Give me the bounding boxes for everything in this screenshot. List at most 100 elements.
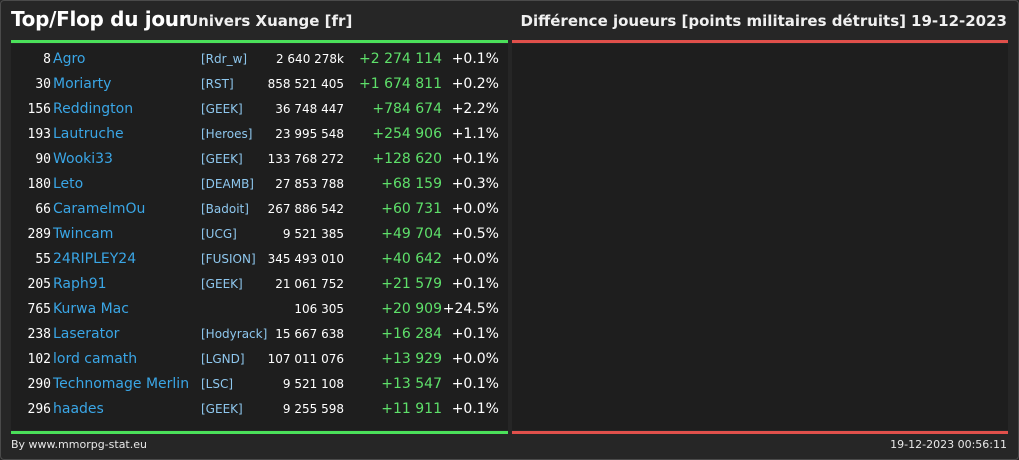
player-name-link[interactable]: Wooki33 [53,151,113,167]
alliance-link[interactable]: [UCG] [201,227,237,241]
player-rank: 180 [27,177,51,192]
player-rank: 156 [27,102,51,117]
alliance-link[interactable]: [LSC] [201,377,234,391]
player-row: 296 haades [GEEK] 9 255 598 +11 911 +0.1% [11,397,508,422]
percent-change: +0.3% [451,176,499,192]
percent-change: +0.0% [451,351,499,367]
player-rank: 8 [43,52,51,67]
player-points: 345 493 010 [267,252,344,266]
points-difference: +1 674 811 [359,76,442,92]
player-name-link[interactable]: Agro [53,51,86,67]
player-row: 90 Wooki33 [GEEK] 133 768 272 +128 620 +0.1% [11,147,508,172]
percent-change: +0.0% [451,201,499,217]
player-rank: 238 [27,327,51,342]
player-rank: 55 [35,252,51,267]
points-difference: +20 909 [381,301,442,317]
player-row: 205 Raph91 [GEEK] 21 061 752 +21 579 +0.1% [11,272,508,297]
player-row: 55 24RIPLEY24 [FUSION] 345 493 010 +40 642 +0… [11,247,508,272]
percent-change: +1.1% [451,126,499,142]
player-rank: 90 [35,152,51,167]
player-points: 9 521 108 [282,377,344,391]
points-difference: +40 642 [381,251,442,267]
percent-change: +0.2% [451,76,499,92]
player-row: 193 Lautruche [Heroes] 23 995 548 +254 906 +1… [11,122,508,147]
alliance-link[interactable]: [GEEK] [201,402,243,416]
player-name-link[interactable]: Laserator [53,326,120,342]
alliance-link[interactable]: [LGND] [201,352,245,366]
site-credit[interactable]: By www.mmorpg-stat.eu [11,438,147,451]
player-points: 36 748 447 [275,102,344,116]
player-name-link[interactable]: Kurwa Mac [53,301,129,317]
alliance-link[interactable]: [Hodyrack] [201,327,268,341]
player-rank: 289 [27,227,51,242]
alliance-link[interactable]: [Rdr_w] [201,52,248,66]
player-name-link[interactable]: 24RIPLEY24 [53,251,137,267]
player-row: 66 CaramelmOu [Badoit] 267 886 542 +60 731 +0… [11,197,508,222]
percent-change: +0.1% [451,401,499,417]
percent-change: +24.5% [442,301,499,317]
points-difference: +784 674 [372,101,442,117]
alliance-link[interactable]: [GEEK] [201,152,243,166]
alliance-link[interactable]: [DEAMB] [201,177,254,191]
alliance-link[interactable]: [RST] [201,77,234,91]
alliance-link[interactable]: [GEEK] [201,277,243,291]
player-points: 106 305 [294,302,344,316]
points-difference: +128 620 [372,151,442,167]
player-row: 156 Reddington [GEEK] 36 748 447 +784 674 +2.… [11,97,508,122]
player-rank: 296 [27,402,51,417]
player-rank: 30 [35,77,51,92]
player-rank: 66 [35,202,51,217]
page-title: Top/Flop du jour [11,7,189,31]
player-rank: 193 [27,127,51,142]
player-name-link[interactable]: Moriarty [53,76,112,92]
player-name-link[interactable]: Reddington [53,101,134,117]
player-rank: 765 [27,302,51,317]
points-difference: +60 731 [381,201,442,217]
player-points: 107 011 076 [267,352,344,366]
flop-players-panel [512,44,1008,430]
player-name-link[interactable]: CaramelmOu [53,201,146,217]
player-name-link[interactable]: Raph91 [53,276,107,292]
player-points: 15 667 638 [275,327,344,341]
top-accent-bar [11,40,508,43]
player-points: 27 853 788 [275,177,344,191]
player-name-link[interactable]: haades [53,401,104,417]
player-name-link[interactable]: Leto [53,176,84,192]
player-name-link[interactable]: lord camath [53,351,138,367]
percent-change: +0.1% [451,326,499,342]
alliance-link[interactable]: [Badoit] [201,202,249,216]
player-name-link[interactable]: Twincam [53,226,114,242]
player-points: 2 640 278k [275,52,344,66]
player-row: 8 Agro [Rdr_w] 2 640 278k +2 274 114 +0.1% [11,47,508,72]
player-points: 9 521 385 [282,227,344,241]
player-row: 180 Leto [DEAMB] 27 853 788 +68 159 +0.3% [11,172,508,197]
alliance-link[interactable]: [FUSION] [201,252,256,266]
player-row: 765 Kurwa Mac 106 305 +20 909 +24.5% [11,297,508,322]
points-difference: +13 929 [381,351,442,367]
alliance-link[interactable]: [Heroes] [201,127,253,141]
points-difference: +11 911 [381,401,442,417]
player-row: 30 Moriarty [RST] 858 521 405 +1 674 811 +0.2… [11,72,508,97]
date-label: 19-12-2023 [911,12,1007,30]
points-difference: +68 159 [381,176,442,192]
player-name-link[interactable]: Lautruche [53,126,124,142]
points-difference: +49 704 [381,226,442,242]
points-difference: +13 547 [381,376,442,392]
points-difference: +254 906 [372,126,442,142]
percent-change: +0.1% [451,151,499,167]
points-difference: +16 284 [381,326,442,342]
percent-change: +0.1% [451,51,499,67]
player-rank: 290 [27,377,51,392]
player-points: 858 521 405 [267,77,344,91]
player-row: 102 lord camath [LGND] 107 011 076 +13 929 +0… [11,347,508,372]
top-accent-bar-bottom [11,431,508,434]
flop-accent-bar-bottom [512,431,1008,434]
alliance-link[interactable]: [GEEK] [201,102,243,116]
flop-accent-bar [512,40,1008,43]
percent-change: +0.1% [451,376,499,392]
player-rank: 102 [27,352,51,367]
player-name-link[interactable]: Technomage Merlin [53,376,190,392]
player-points: 21 061 752 [275,277,344,291]
player-points: 267 886 542 [267,202,344,216]
player-row: 290 Technomage Merlin [LSC] 9 521 108 +13 54… [11,372,508,397]
